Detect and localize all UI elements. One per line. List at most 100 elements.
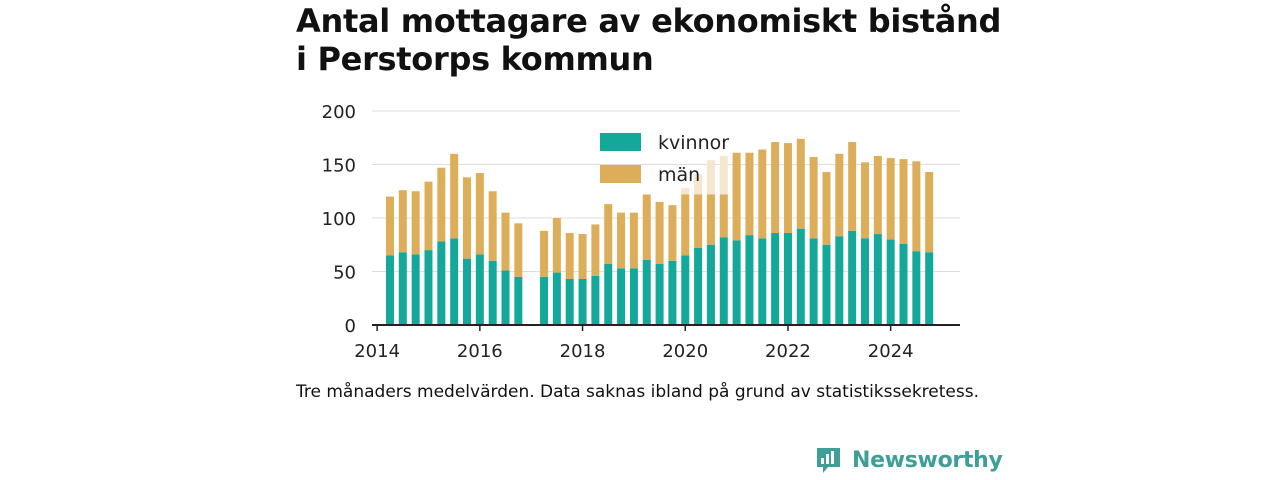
bar-kvinnor <box>514 276 523 325</box>
bar-man <box>450 153 459 239</box>
bar-kvinnor <box>552 272 561 325</box>
bar-man <box>629 212 638 269</box>
bar-kvinnor <box>822 244 831 325</box>
bar-man <box>642 194 651 260</box>
bar-man <box>668 205 677 261</box>
bar-kvinnor <box>873 234 882 325</box>
bar-man <box>437 167 446 242</box>
bar-man <box>822 171 831 245</box>
bar-kvinnor <box>617 268 626 325</box>
chart-title: Antal mottagare av ekonomiskt bistånd i … <box>296 2 1016 78</box>
bar-man <box>552 218 561 273</box>
bar-man <box>912 161 921 252</box>
bar-man <box>565 232 574 279</box>
bar-man <box>899 159 908 244</box>
bar-kvinnor <box>668 260 677 325</box>
bar-man <box>385 196 394 256</box>
bar-kvinnor <box>719 237 728 325</box>
bar-man <box>501 212 510 271</box>
bar-man <box>617 212 626 269</box>
bar-man <box>771 142 780 233</box>
bar-man <box>655 201 664 265</box>
bar-kvinnor <box>385 255 394 325</box>
bar-kvinnor <box>860 238 869 325</box>
newsworthy-logo-icon <box>817 448 840 473</box>
bar-man <box>578 234 587 279</box>
bar-kvinnor <box>450 238 459 325</box>
bar-kvinnor <box>488 260 497 325</box>
bar-man <box>411 191 420 255</box>
bar-man <box>796 138 805 229</box>
x-tick-label: 2022 <box>765 341 811 362</box>
y-tick-label: 0 <box>345 316 356 337</box>
bar-man <box>540 230 549 277</box>
footnote: Tre månaders medelvärden. Data saknas ib… <box>296 382 979 402</box>
bar-man <box>604 204 613 265</box>
bar-kvinnor <box>655 264 664 325</box>
bar-kvinnor <box>706 244 715 325</box>
bar-kvinnor <box>437 241 446 325</box>
bar-kvinnor <box>783 232 792 325</box>
bar-kvinnor <box>475 254 484 325</box>
bar-man <box>860 162 869 239</box>
legend-swatch-man <box>600 165 641 183</box>
legend-label-man: män <box>658 164 700 186</box>
bar-man <box>424 181 433 251</box>
x-tick-label: 2016 <box>457 341 503 362</box>
bar-kvinnor <box>565 278 574 325</box>
bar-man <box>591 224 600 276</box>
bar-man <box>925 171 934 253</box>
bar-man <box>514 223 523 277</box>
bar-kvinnor <box>771 232 780 325</box>
bar-kvinnor <box>796 228 805 325</box>
x-tick-label: 2018 <box>560 341 606 362</box>
bar-kvinnor <box>463 258 472 325</box>
x-tick-label: 2024 <box>868 341 914 362</box>
bar-man <box>848 142 857 231</box>
bar-man <box>681 194 690 256</box>
bar-kvinnor <box>398 252 407 325</box>
bar-kvinnor <box>411 254 420 325</box>
bar-man <box>398 190 407 253</box>
y-tick-label: 50 <box>333 263 356 284</box>
bar-kvinnor <box>681 255 690 325</box>
bar-kvinnor <box>848 230 857 325</box>
bar-man <box>719 194 728 238</box>
chart-title-line-2: i Perstorps kommun <box>296 40 654 78</box>
bar-man <box>783 143 792 233</box>
x-tick-label: 2020 <box>662 341 708 362</box>
bar-kvinnor <box>745 235 754 325</box>
bar-kvinnor <box>912 251 921 325</box>
bar-kvinnor <box>642 259 651 325</box>
y-tick-label: 200 <box>322 102 356 123</box>
bar-kvinnor <box>578 278 587 325</box>
brand-name: Newsworthy <box>852 447 1003 473</box>
bar-man <box>463 177 472 259</box>
bar-man <box>886 158 895 240</box>
bar-kvinnor <box>732 240 741 325</box>
bar-man <box>835 153 844 237</box>
bar-man <box>873 155 882 235</box>
bar-kvinnor <box>694 247 703 325</box>
y-tick-label: 150 <box>322 156 356 177</box>
bar-man <box>809 157 818 239</box>
brand: Newsworthy <box>815 446 1003 474</box>
bar-kvinnor <box>424 250 433 325</box>
bar-kvinnor <box>501 270 510 325</box>
bar-chart: 0 50 100 150 200 2014 2016 2018 2020 2022 2024 kvin… <box>322 102 960 362</box>
bar-kvinnor <box>899 243 908 325</box>
bar-kvinnor <box>809 238 818 325</box>
bar-kvinnor <box>591 275 600 325</box>
chart-title-line-1: Antal mottagare av ekonomiskt bistånd <box>296 2 1002 40</box>
bar-man <box>758 149 767 239</box>
bar-kvinnor <box>886 239 895 325</box>
bar-man <box>488 191 497 261</box>
bar-man <box>694 194 703 248</box>
bar-kvinnor <box>758 238 767 325</box>
bar-man <box>745 152 754 236</box>
bar-kvinnor <box>835 236 844 325</box>
y-tick-label: 100 <box>322 209 356 230</box>
bar-kvinnor <box>629 268 638 325</box>
bar-kvinnor <box>925 252 934 325</box>
bar-kvinnor <box>604 264 613 325</box>
